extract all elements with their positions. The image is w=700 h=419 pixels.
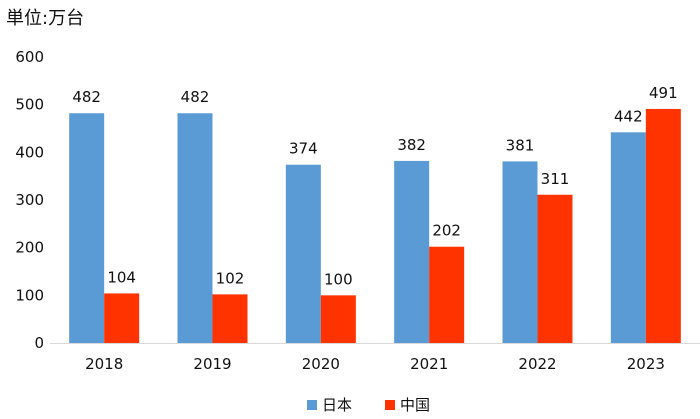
bar-china-2020 (320, 295, 356, 343)
y-tick-label: 100 (15, 286, 44, 304)
y-tick-label: 0 (34, 334, 44, 352)
bar-china-2021 (429, 246, 465, 343)
unit-label: 単位:万台 (6, 8, 85, 29)
y-tick-label: 500 (15, 96, 44, 114)
bar-japan-2023 (610, 132, 646, 343)
data-label: 102 (216, 269, 245, 287)
bar-japan-2020 (285, 164, 321, 343)
legend-label: 日本 (322, 396, 352, 414)
y-tick-label: 200 (15, 239, 44, 257)
legend-label: 中国 (400, 396, 430, 414)
y-axis: 0 100 200 300 400 500 600 (15, 48, 44, 352)
x-tick-label: 2023 (627, 355, 665, 373)
x-axis: 2018 2019 2020 2021 2022 2023 (50, 343, 700, 373)
x-tick-label: 2020 (302, 355, 340, 373)
bar-china-2023 (645, 108, 681, 343)
y-tick-label: 400 (15, 143, 44, 161)
legend-swatch (385, 400, 395, 410)
data-label: 202 (432, 222, 461, 240)
x-tick-label: 2021 (410, 355, 448, 373)
bar-china-2018 (104, 293, 140, 343)
data-label: 104 (107, 268, 136, 286)
bars (69, 108, 681, 343)
data-label: 374 (289, 140, 318, 158)
bar-japan-2019 (177, 113, 213, 343)
data-label: 311 (541, 170, 570, 188)
data-label: 381 (506, 136, 535, 154)
x-tick-label: 2022 (518, 355, 556, 373)
data-label: 442 (614, 107, 643, 125)
legend-swatch (307, 400, 317, 410)
data-labels: 482 104 482 102 374 100 382 202 381 311 442 491 (72, 84, 677, 288)
data-label: 482 (181, 88, 210, 106)
data-label: 482 (72, 88, 101, 106)
legend: 日本 中国 (307, 396, 430, 414)
bar-japan-2022 (502, 161, 538, 343)
data-label: 382 (397, 136, 426, 154)
bar-china-2022 (537, 194, 573, 343)
data-label: 100 (324, 270, 353, 288)
bar-japan-2021 (394, 160, 430, 343)
y-tick-label: 600 (15, 48, 44, 66)
bar-china-2019 (212, 294, 248, 343)
x-tick-label: 2019 (193, 355, 231, 373)
bar-japan-2018 (69, 113, 105, 343)
data-label: 491 (649, 84, 678, 102)
y-tick-label: 300 (15, 191, 44, 209)
x-tick-label: 2018 (85, 355, 123, 373)
